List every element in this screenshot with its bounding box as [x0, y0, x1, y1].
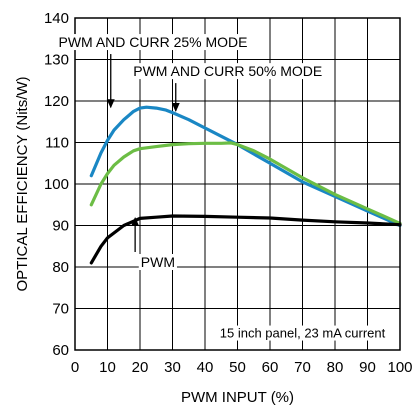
annotation-background — [131, 63, 325, 80]
panel-note: 15 inch panel, 23 mA current — [220, 326, 386, 341]
series-lines — [89, 105, 402, 265]
series-line — [89, 141, 402, 225]
annotations: PWM AND CURR 25% MODE PWM AND CURR 50% MO… — [56, 34, 388, 341]
x-tick-label: 0 — [71, 359, 79, 376]
plot-border — [74, 17, 401, 351]
y-tick-label: 90 — [52, 218, 69, 235]
y-tick-label: 70 — [52, 301, 69, 318]
x-tick-label: 30 — [164, 359, 181, 376]
x-tick-label: 40 — [197, 359, 214, 376]
x-tick-label: 50 — [229, 359, 246, 376]
y-tick-label: 120 — [44, 93, 69, 110]
x-tick-label: 90 — [359, 359, 376, 376]
x-axis-title: PWM INPUT (%) — [181, 389, 294, 406]
x-tick-label: 10 — [99, 359, 116, 376]
tick-labels: 0 10 20 30 40 50 60 70 80 90 100 60 70 80 90 100 110 120 1… — [44, 10, 413, 376]
x-tick-label: 80 — [327, 359, 344, 376]
series-line — [89, 105, 402, 228]
annotation-background — [217, 325, 388, 341]
annotation-background — [138, 254, 177, 270]
series-annotation: PWM AND CURR 25% MODE — [58, 34, 247, 50]
x-tick-label: 20 — [132, 359, 149, 376]
plot-frame — [74, 17, 401, 351]
x-tick-label: 100 — [387, 359, 412, 376]
y-axis-title: OPTICAL EFFICIENCY (Nits/W) — [14, 76, 31, 291]
x-tick-label: 70 — [294, 359, 311, 376]
y-tick-label: 80 — [52, 259, 69, 276]
series-line — [89, 214, 402, 265]
y-tick-label: 110 — [45, 135, 69, 152]
y-tick-label: 140 — [44, 10, 69, 27]
series-annotation: PWM AND CURR 50% MODE — [133, 63, 322, 79]
annotation-background — [56, 34, 250, 51]
y-tick-label: 60 — [52, 342, 69, 359]
series-annotation: PWM — [141, 254, 175, 270]
y-tick-label: 100 — [44, 176, 69, 193]
x-tick-label: 60 — [262, 359, 279, 376]
y-tick-label: 130 — [44, 52, 69, 69]
